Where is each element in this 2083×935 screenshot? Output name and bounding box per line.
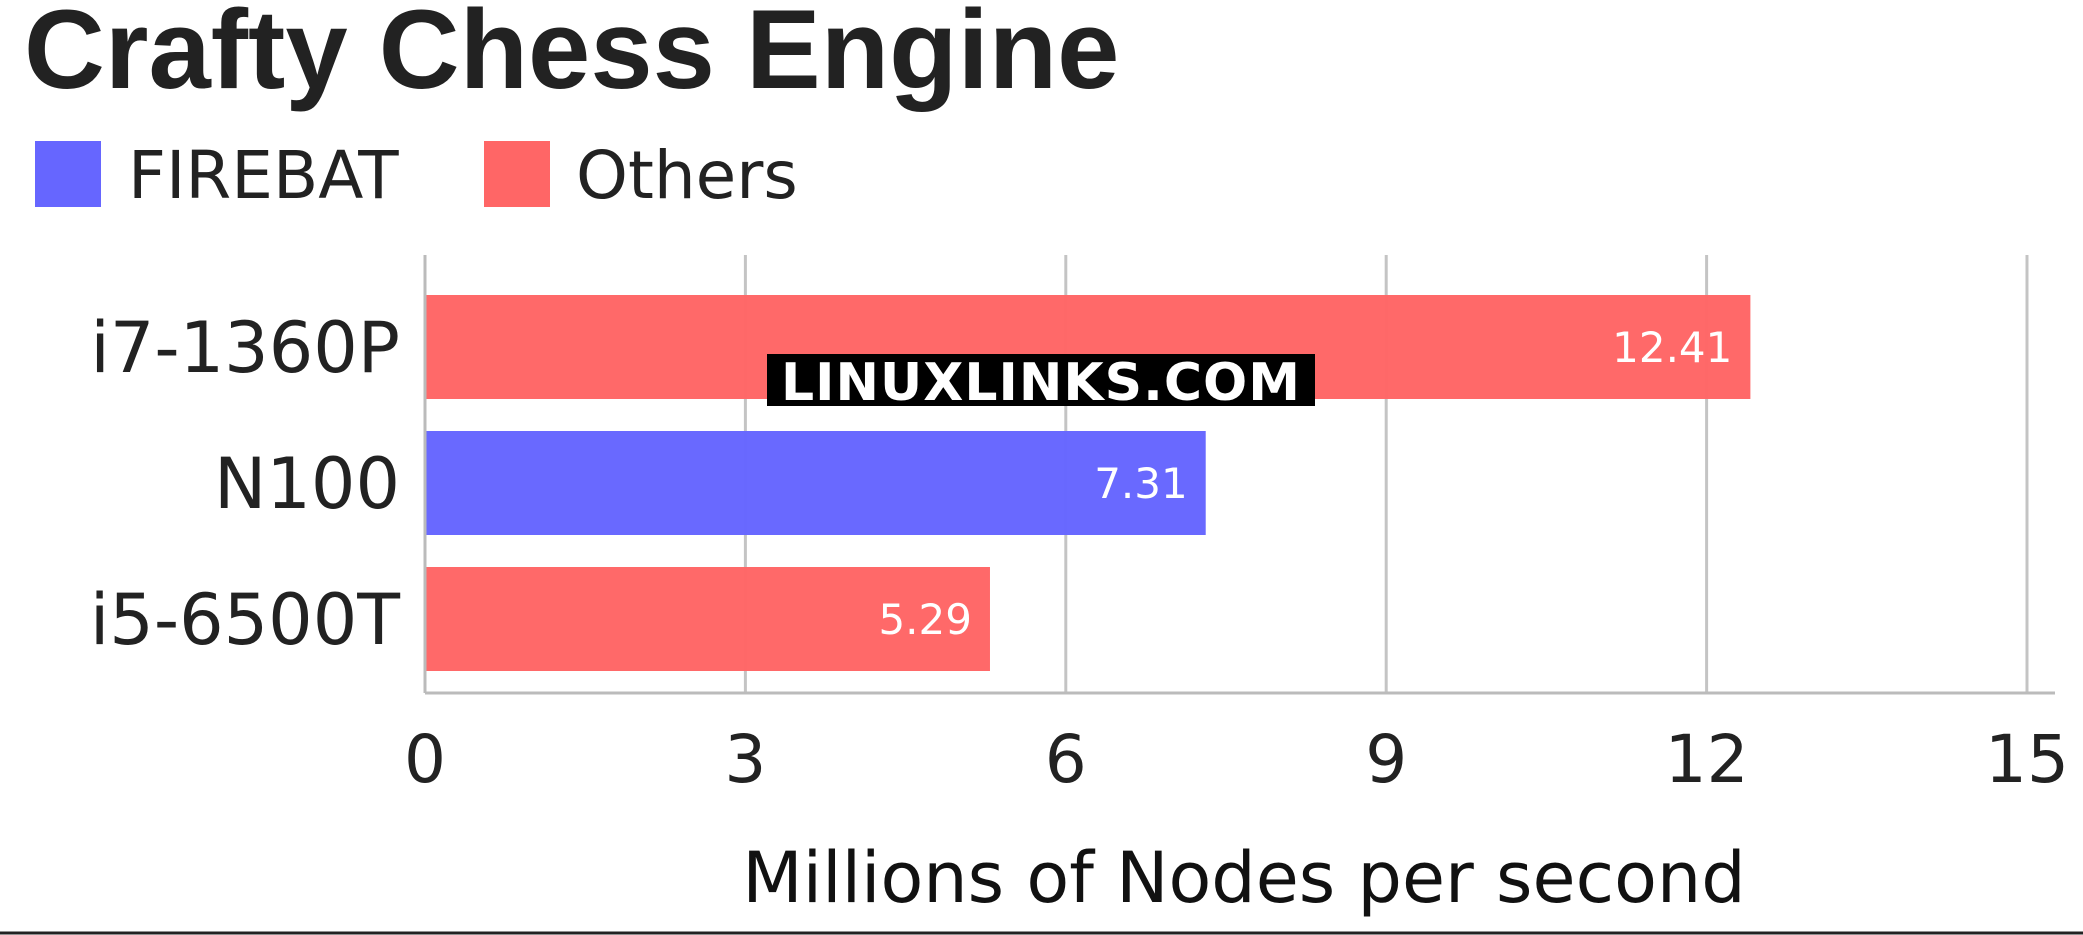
x-tick-label-0: 0 [404, 721, 446, 798]
legend-swatch-firebat [35, 141, 101, 207]
watermark-background [767, 354, 1315, 406]
legend-label-firebat: FIREBAT [128, 137, 399, 214]
legend-label-others: Others [576, 137, 798, 214]
watermark: LINUXLINKS.COM [767, 353, 1315, 413]
value-label-n100: 7.31 [1094, 459, 1188, 508]
bars [425, 295, 1751, 671]
value-labels: 12.41 7.31 5.29 [878, 323, 1732, 644]
category-label-i5-6500t: i5-6500T [90, 579, 400, 661]
value-label-i7-1360p: 12.41 [1612, 323, 1732, 372]
category-labels: i7-1360P N100 i5-6500T [90, 307, 400, 661]
x-tick-label-15: 15 [1985, 721, 2069, 798]
legend-swatch-others [484, 141, 550, 207]
chart-title: Crafty Chess Engine [24, 0, 1119, 112]
value-label-i5-6500t: 5.29 [878, 595, 972, 644]
x-tick-label-6: 6 [1045, 721, 1087, 798]
category-label-n100: N100 [214, 443, 400, 525]
x-tick-label-3: 3 [724, 721, 766, 798]
bar-i5-6500t [425, 567, 990, 671]
bar-n100 [425, 431, 1206, 535]
x-tick-label-12: 12 [1665, 721, 1749, 798]
watermark-text: LINUXLINKS.COM [781, 353, 1301, 413]
legend: FIREBAT Others [35, 137, 798, 214]
x-tick-label-9: 9 [1365, 721, 1407, 798]
category-label-i7-1360p: i7-1360P [90, 307, 400, 389]
x-tick-labels: 0 3 6 9 12 15 [404, 721, 2069, 798]
x-axis-label: Millions of Nodes per second [742, 837, 1745, 919]
